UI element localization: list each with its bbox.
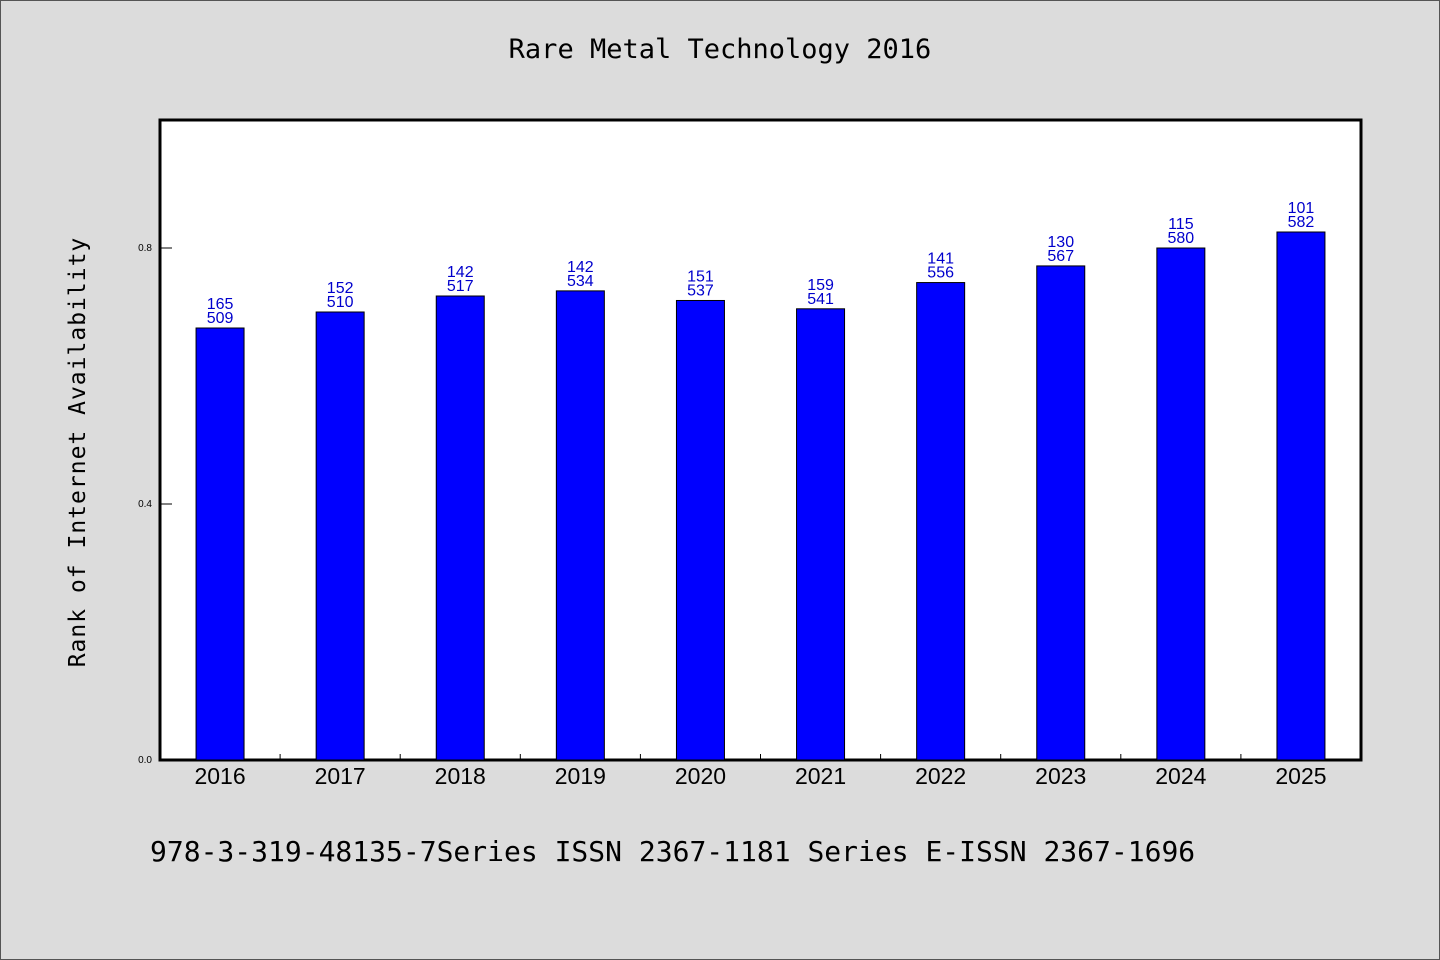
data-label-bottom: 534 <box>567 273 594 290</box>
bar <box>916 282 966 761</box>
x-tick-label: 2016 <box>194 763 245 789</box>
data-label-bottom: 537 <box>687 282 714 299</box>
data-label-top: 101 <box>1288 200 1315 217</box>
bar <box>435 295 485 761</box>
y-axis-ticks: 0.0 0.4 0.8 <box>138 243 172 766</box>
footer-isbn-text: 978-3-319-48135-7Series ISSN 2367-1181 S… <box>150 835 1196 868</box>
data-label-top: 152 <box>327 280 354 297</box>
x-tick-label: 2022 <box>915 763 966 789</box>
x-tick-label: 2018 <box>435 763 486 789</box>
x-tick-label: 2021 <box>795 763 846 789</box>
data-label-top: 115 <box>1168 216 1194 233</box>
x-tick-label: 2019 <box>555 763 606 789</box>
bar <box>195 327 245 761</box>
y-tick-label: 0.4 <box>138 499 152 510</box>
data-label-bottom: 517 <box>447 278 474 295</box>
y-tick-label: 0.8 <box>138 243 152 254</box>
x-tick-label: 2025 <box>1275 763 1326 789</box>
data-label-top: 142 <box>447 264 474 281</box>
bar <box>555 290 605 761</box>
bar <box>315 311 365 761</box>
bar <box>675 299 725 761</box>
data-label-top: 159 <box>807 277 834 294</box>
data-label-bottom: 582 <box>1288 214 1315 231</box>
data-label-top: 141 <box>927 251 954 268</box>
bar <box>1036 265 1086 761</box>
x-tick-label: 2024 <box>1155 763 1206 789</box>
x-axis-ticks: 2016 2017 2018 2019 2020 2021 2022 2023 2024 2025 <box>194 754 1327 789</box>
data-label-top: 142 <box>567 259 594 276</box>
chart-title: Rare Metal Technology 2016 <box>508 34 932 65</box>
bars <box>195 231 1326 761</box>
bar <box>1156 247 1206 761</box>
x-tick-label: 2020 <box>675 763 726 789</box>
data-label-top: 165 <box>207 296 234 313</box>
bar <box>1276 231 1326 761</box>
bar <box>796 308 846 761</box>
data-label-bottom: 541 <box>807 291 834 308</box>
data-label-bottom: 567 <box>1047 248 1074 265</box>
y-tick-label: 0.0 <box>138 755 152 766</box>
x-tick-label: 2023 <box>1035 763 1086 789</box>
data-label-bottom: 556 <box>927 265 954 282</box>
data-label-bottom: 580 <box>1167 230 1194 247</box>
data-label-bottom: 509 <box>207 310 234 327</box>
data-label-bottom: 510 <box>327 294 354 311</box>
x-tick-label: 2017 <box>315 763 366 789</box>
data-label-top: 151 <box>687 268 714 285</box>
data-label-top: 130 <box>1047 234 1074 251</box>
